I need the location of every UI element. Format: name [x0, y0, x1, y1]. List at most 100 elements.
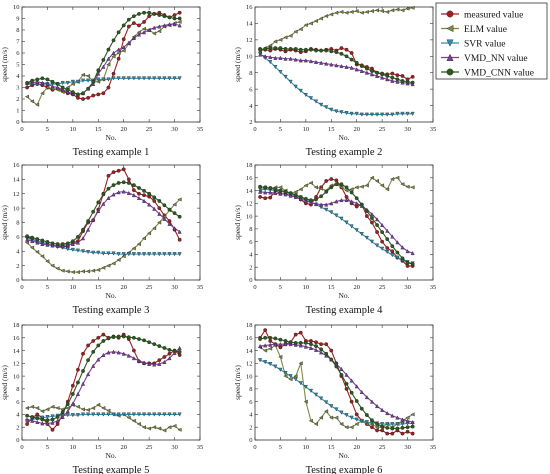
data-point	[121, 334, 126, 339]
data-point	[55, 82, 60, 86]
x-tick-label: 25	[146, 284, 153, 291]
y-axis-label: speed (m/s)	[0, 205, 9, 240]
data-point	[65, 241, 70, 246]
data-point	[324, 207, 329, 212]
legend-marker	[446, 68, 454, 76]
data-point	[354, 412, 359, 417]
data-point	[313, 18, 318, 23]
chart-panel-4: 0 5 10 15 20 25 30 35 0 2 4 6 8 10 12 14 16 18 No. speed (m…	[233, 162, 436, 316]
data-point	[293, 57, 298, 62]
data-point	[395, 175, 400, 180]
x-tick-label: 0	[253, 284, 256, 291]
data-point	[395, 77, 400, 82]
data-point	[141, 425, 146, 430]
data-point	[121, 412, 126, 417]
data-point	[400, 79, 405, 83]
x-axis-label: No.	[105, 451, 116, 460]
x-tick-label: 0	[253, 126, 256, 133]
data-point	[283, 342, 288, 347]
data-point	[298, 187, 303, 192]
data-point	[380, 246, 385, 251]
data-point	[354, 384, 359, 389]
data-point	[283, 56, 288, 61]
data-point	[364, 395, 369, 400]
data-point	[329, 177, 334, 181]
data-point	[50, 420, 55, 425]
data-point	[162, 346, 167, 350]
y-axis-label: speed (m/s)	[233, 47, 242, 82]
data-point	[278, 345, 283, 350]
data-point	[359, 112, 364, 117]
y-axis-label: speed (m/s)	[233, 205, 242, 240]
data-point	[354, 201, 359, 206]
data-point	[126, 181, 131, 185]
data-point	[177, 197, 182, 202]
data-point	[152, 199, 157, 203]
y-tick-label: 2	[16, 263, 19, 270]
data-point	[121, 351, 126, 356]
data-point	[106, 408, 111, 413]
x-tick-label: 15	[95, 284, 102, 291]
data-point	[283, 74, 288, 79]
y-tick-label: 4	[16, 412, 20, 419]
y-tick-label: 8	[16, 27, 19, 34]
data-point	[344, 381, 349, 386]
data-point	[75, 404, 80, 409]
data-point	[126, 17, 131, 22]
legend-marker	[446, 10, 454, 18]
data-point	[30, 415, 35, 419]
data-point	[324, 202, 329, 207]
data-point	[86, 86, 91, 91]
y-tick-label: 6	[16, 234, 20, 241]
data-point	[318, 16, 324, 21]
x-axis-label: No.	[105, 291, 116, 300]
data-point	[288, 33, 293, 38]
data-point	[91, 349, 96, 354]
data-point	[278, 337, 283, 342]
data-point	[298, 196, 303, 201]
y-tick-label: 6	[249, 399, 253, 406]
data-point	[101, 339, 106, 343]
data-point	[354, 399, 359, 403]
data-point	[334, 364, 339, 369]
data-point	[344, 220, 349, 225]
data-point	[369, 175, 374, 180]
data-point	[126, 76, 131, 81]
data-point	[339, 63, 344, 69]
data-point	[111, 192, 116, 197]
data-point	[324, 189, 329, 194]
data-point	[167, 356, 172, 361]
data-point	[385, 9, 390, 14]
data-point	[50, 243, 55, 248]
data-point	[288, 193, 293, 198]
data-point	[293, 374, 298, 379]
data-point	[258, 184, 262, 189]
data-point	[136, 358, 141, 363]
data-point	[339, 372, 344, 377]
data-point	[268, 195, 273, 200]
data-point	[30, 99, 35, 104]
data-point	[136, 252, 141, 257]
data-point	[298, 58, 303, 63]
data-point	[167, 221, 172, 226]
data-point	[136, 32, 141, 37]
y-tick-label: 8	[16, 386, 19, 393]
data-point	[303, 344, 308, 349]
x-axis-label: No.	[105, 133, 116, 142]
data-point	[400, 245, 405, 250]
legend-item: SVR value	[441, 40, 505, 50]
data-point	[121, 23, 126, 28]
data-point	[70, 413, 75, 418]
data-point	[45, 240, 50, 244]
data-point	[324, 353, 329, 358]
x-tick-label: 15	[328, 444, 335, 451]
data-point	[298, 27, 303, 32]
data-point	[167, 76, 172, 81]
data-point	[395, 7, 400, 12]
data-point	[80, 269, 85, 274]
data-point	[390, 426, 395, 431]
data-point	[258, 358, 263, 363]
data-point	[395, 255, 400, 260]
data-point	[25, 417, 30, 422]
data-point	[157, 252, 162, 257]
